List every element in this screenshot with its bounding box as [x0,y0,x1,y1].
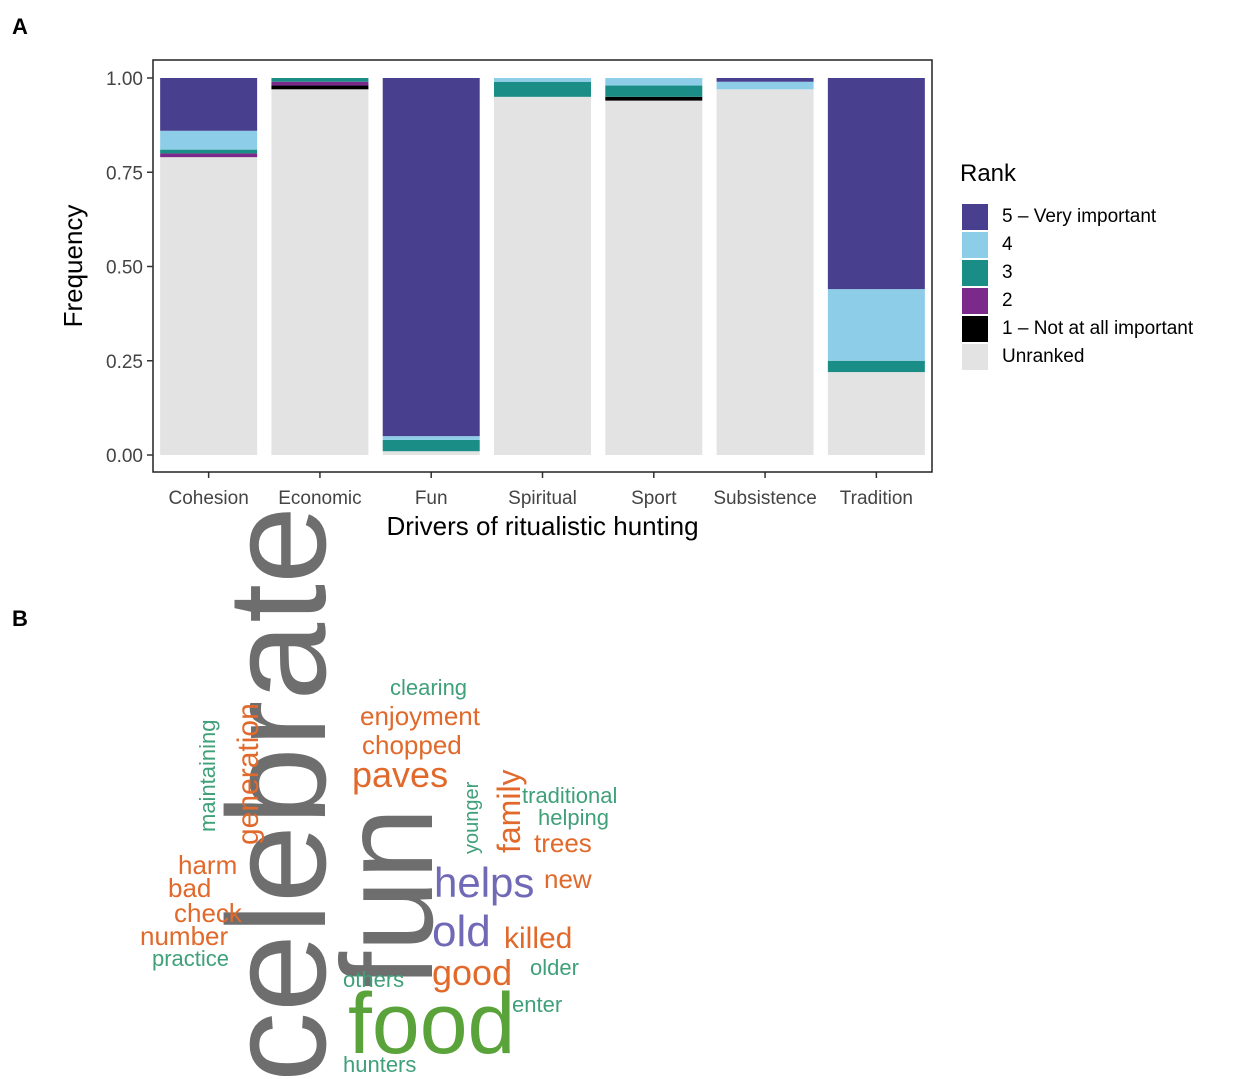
word-cloud-word-number: number [140,921,228,951]
y-tick-label: 0.25 [106,352,143,373]
x-tick-label: Economic [278,488,361,509]
bar-cohesion-series-5 [160,78,258,131]
panel-a-label: A [12,14,28,39]
x-axis-title: Drivers of ritualistic hunting [386,511,698,541]
word-cloud-word-old: old [432,907,491,956]
legend-swatch [962,344,988,370]
bar-fun-series-5 [382,78,480,437]
bar-economic-series-3 [271,78,369,82]
bar-cohesion-series-3 [160,149,258,154]
bar-subsistence-series-5 [716,78,814,82]
word-cloud-word-enjoyment: enjoyment [360,701,481,731]
word-cloud-word-check: check [174,898,243,928]
legend-swatch [962,316,988,342]
word-cloud-word-family: family [491,769,527,853]
legend-title: Rank [960,160,1017,187]
word-cloud-word-older: older [530,955,579,980]
bar-sport-series-0 [605,100,703,456]
word-cloud-word-helps: helps [434,859,534,906]
word-cloud-word-celebrate: celebrate [198,506,355,1079]
bar-spiritual-series-0 [494,96,591,455]
y-tick-label: 0.75 [106,163,143,184]
x-tick-label: Subsistence [713,488,817,509]
bar-tradition-series-0 [827,372,925,455]
legend-swatch [962,204,988,230]
legend-label: 4 [1002,234,1013,255]
word-cloud-word-traditional: traditional [522,783,617,808]
panel-b-label: B [12,606,28,631]
bar-fun-series-3 [382,439,480,452]
bar-cohesion-series-4 [160,130,258,150]
bar-sport-series-1 [605,96,703,101]
word-cloud-word-food: food [348,976,515,1072]
bar-spiritual-series-3 [494,81,591,97]
bar-tradition-series-4 [827,289,925,361]
legend-label: 3 [1002,262,1013,283]
x-tick-label: Fun [415,488,448,509]
word-cloud-word-practice: practice [152,946,229,971]
x-tick-label: Tradition [840,488,913,509]
bar-economic-series-0 [271,89,369,455]
legend-swatch [962,260,988,286]
bar-subsistence-series-4 [716,81,814,90]
legend-label: 5 – Very important [1002,206,1157,227]
bar-cohesion-series-0 [160,157,258,456]
word-cloud-word-younger: younger [461,781,483,854]
y-tick-label: 0.00 [106,446,143,467]
y-tick-label: 0.50 [106,258,143,279]
word-cloud-word-chopped: chopped [362,730,462,760]
bar-tradition-series-3 [827,360,925,373]
bar-spiritual-series-4 [494,78,591,82]
bar-fun-series-0 [382,451,480,455]
word-cloud-word-maintaining: maintaining [195,719,220,832]
bar-sport-series-3 [605,85,703,97]
word-cloud-word-fun: fun [314,807,460,988]
stacked-bar-chart: Cohesion Economic Fun Spiritual Sport Subsist… [58,59,933,541]
word-cloud-word-hunters: hunters [343,1052,416,1077]
word-cloud-word-bad: bad [168,873,211,903]
x-tick-label: Cohesion [169,488,249,509]
word-cloud-word-harm: harm [178,850,237,880]
y-axis-title: Frequency [58,205,88,328]
legend-label: Unranked [1002,346,1085,367]
bar-tradition-series-5 [827,78,925,290]
word-cloud-word-clearing: clearing [390,675,467,700]
legend-label: 1 – Not at all important [1002,318,1194,339]
word-cloud-word-killed: killed [504,922,572,955]
legend-label: 2 [1002,290,1013,311]
bar-fun-series-4 [382,436,480,440]
word-cloud-word-generation: generation [232,703,265,845]
legend-swatch [962,288,988,314]
x-tick-label: Spiritual [508,488,577,509]
word-cloud-word-good: good [432,952,512,993]
bar-economic-series-1 [271,85,369,90]
y-tick-label: 1.00 [106,69,143,90]
bar-cohesion-series-2 [160,153,258,158]
word-cloud-word-others: others [343,967,404,992]
word-cloud-word-enter: enter [512,992,562,1017]
x-tick-label: Sport [631,488,677,509]
word-cloud-word-paves: paves [352,754,448,795]
word-cloud-word-helping: helping [538,805,609,830]
word-cloud-word-trees: trees [534,828,592,858]
word-cloud-word-new: new [544,864,592,894]
bar-subsistence-series-0 [716,89,814,455]
bar-sport-series-4 [605,78,703,86]
legend-swatch [962,232,988,258]
bar-economic-series-2 [271,81,369,86]
